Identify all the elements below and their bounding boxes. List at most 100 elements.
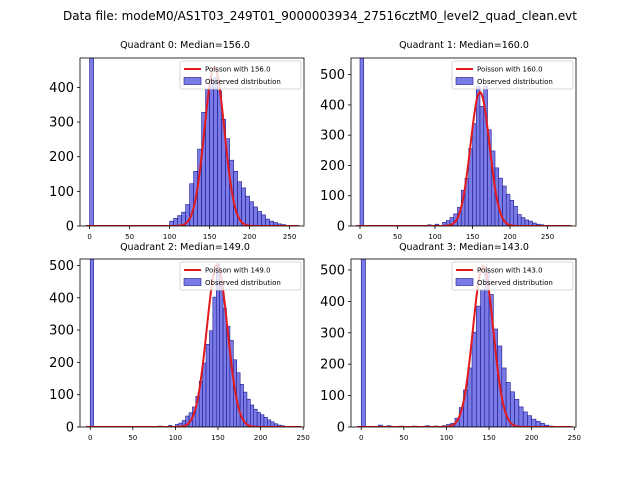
y-tick-label: 300 bbox=[49, 324, 74, 339]
histogram-bar bbox=[475, 85, 481, 226]
x-tick-label: 150 bbox=[466, 233, 479, 241]
y-tick-label: 200 bbox=[49, 356, 74, 371]
histogram-bar bbox=[253, 206, 258, 226]
y-tick-label: 0 bbox=[337, 421, 345, 436]
y-tick-label: 400 bbox=[320, 295, 345, 310]
histogram-bar bbox=[517, 214, 522, 226]
legend-bar-swatch bbox=[183, 278, 202, 286]
x-tick-label: 0 bbox=[88, 434, 92, 442]
y-tick-label: 300 bbox=[320, 129, 345, 144]
legend-label-poisson: Poisson with 143.0 bbox=[477, 267, 543, 275]
histogram-bar bbox=[202, 362, 207, 427]
legend-label-observed: Observed distribution bbox=[477, 279, 553, 287]
y-tick-label: 400 bbox=[49, 81, 74, 96]
histogram-bar bbox=[263, 417, 268, 427]
histogram-bar bbox=[209, 330, 214, 427]
histogram-bar bbox=[205, 343, 210, 427]
histogram-bar bbox=[267, 419, 272, 427]
x-tick-label: 150 bbox=[482, 434, 495, 442]
panel-title: Quadrant 1: Median=160.0 bbox=[399, 40, 529, 51]
x-tick-label: 50 bbox=[399, 434, 408, 442]
axes-frame bbox=[350, 258, 577, 428]
histogram-bar bbox=[472, 123, 477, 226]
histogram-bar bbox=[475, 305, 481, 427]
y-tick-label: 200 bbox=[49, 150, 74, 165]
legend-label-poisson: Poisson with 149.0 bbox=[205, 267, 271, 275]
legend: Poisson with 149.0 Observed distribution bbox=[179, 261, 302, 291]
histogram-bar bbox=[245, 195, 250, 226]
x-tick-label: 50 bbox=[393, 233, 402, 241]
histogram-bar bbox=[233, 170, 238, 226]
y-tick-label: 100 bbox=[49, 185, 74, 200]
histogram-bar bbox=[518, 406, 524, 427]
y-tick-label: 200 bbox=[320, 159, 345, 174]
x-tick-label: 50 bbox=[125, 233, 134, 241]
legend-label-poisson: Poisson with 160.0 bbox=[477, 66, 543, 74]
x-tick-label: 0 bbox=[359, 434, 363, 442]
histogram-bar bbox=[241, 187, 246, 226]
y-tick-label: 400 bbox=[320, 98, 345, 113]
legend-label-observed: Observed distribution bbox=[477, 78, 553, 86]
x-tick-label: 200 bbox=[503, 233, 516, 241]
legend-box bbox=[179, 261, 302, 291]
histogram-bar bbox=[209, 79, 214, 226]
histogram-bar bbox=[360, 259, 366, 427]
histogram-bar bbox=[213, 77, 218, 226]
panel-title: Quadrant 0: Median=156.0 bbox=[120, 40, 250, 51]
legend: Poisson with 160.0 Observed distribution bbox=[451, 60, 574, 90]
legend: Poisson with 156.0 Observed distribution bbox=[179, 60, 302, 90]
poisson-curve bbox=[85, 264, 302, 427]
histogram-bar bbox=[261, 214, 266, 226]
poisson-curve bbox=[356, 265, 573, 427]
axes-frame bbox=[79, 57, 305, 227]
legend-bar-swatch bbox=[183, 77, 202, 85]
x-tick-label: 250 bbox=[283, 233, 296, 241]
histogram-bar bbox=[212, 296, 217, 427]
panel-quadrant-0: Quadrant 0: Median=156.0 0 50 100 150 200 250… bbox=[49, 40, 305, 241]
histogram-bar bbox=[253, 408, 258, 427]
y-tick-label: 0 bbox=[66, 220, 74, 235]
histogram-bar bbox=[256, 412, 261, 427]
panel-quadrant-1: Quadrant 1: Median=160.0 0 50 100 150 200 250… bbox=[320, 40, 577, 241]
y-tick-label: 100 bbox=[320, 189, 345, 204]
legend-label-poisson: Poisson with 156.0 bbox=[205, 66, 271, 74]
histogram-bar bbox=[522, 411, 528, 427]
x-tick-label: 150 bbox=[203, 233, 216, 241]
histogram-bar bbox=[514, 399, 520, 427]
histogram-bar bbox=[513, 206, 518, 226]
figure-title: Data file: modeM0/AS1T03_249T01_90000039… bbox=[63, 9, 577, 23]
histogram-bar bbox=[471, 331, 477, 427]
histogram-bar bbox=[480, 289, 486, 427]
x-tick-label: 100 bbox=[169, 434, 182, 442]
x-tick-label: 250 bbox=[296, 434, 309, 442]
x-tick-label: 100 bbox=[440, 434, 453, 442]
x-tick-label: 250 bbox=[568, 434, 581, 442]
y-tick-label: 400 bbox=[49, 291, 74, 306]
legend-label-observed: Observed distribution bbox=[205, 78, 281, 86]
x-tick-label: 200 bbox=[254, 434, 267, 442]
x-tick-label: 50 bbox=[128, 434, 137, 442]
histogram-bar bbox=[520, 217, 526, 226]
x-tick-label: 0 bbox=[87, 233, 91, 241]
histogram-bar bbox=[260, 414, 265, 427]
histogram-bar bbox=[265, 218, 270, 226]
axes-frame bbox=[79, 258, 305, 428]
panel-title: Quadrant 3: Median=143.0 bbox=[399, 242, 529, 253]
y-tick-label: 0 bbox=[337, 220, 345, 235]
histogram-bar bbox=[505, 193, 511, 226]
y-tick-label: 100 bbox=[49, 388, 74, 403]
legend-bar-swatch bbox=[455, 77, 474, 85]
poisson-curve bbox=[85, 66, 300, 226]
panel-title: Quadrant 2: Median=149.0 bbox=[120, 242, 250, 253]
histogram-bar bbox=[531, 418, 537, 427]
panel-quadrant-3: Quadrant 3: Median=143.0 0 50 100 150 200 250… bbox=[320, 242, 581, 442]
histogram-bar bbox=[250, 404, 255, 427]
y-tick-label: 200 bbox=[320, 358, 345, 373]
x-tick-label: 0 bbox=[358, 233, 362, 241]
axes-frame bbox=[350, 57, 577, 227]
legend-label-observed: Observed distribution bbox=[205, 279, 281, 287]
y-tick-label: 500 bbox=[49, 259, 74, 274]
histogram-bar bbox=[359, 58, 365, 226]
x-tick-label: 200 bbox=[243, 233, 256, 241]
y-tick-label: 100 bbox=[320, 389, 345, 404]
